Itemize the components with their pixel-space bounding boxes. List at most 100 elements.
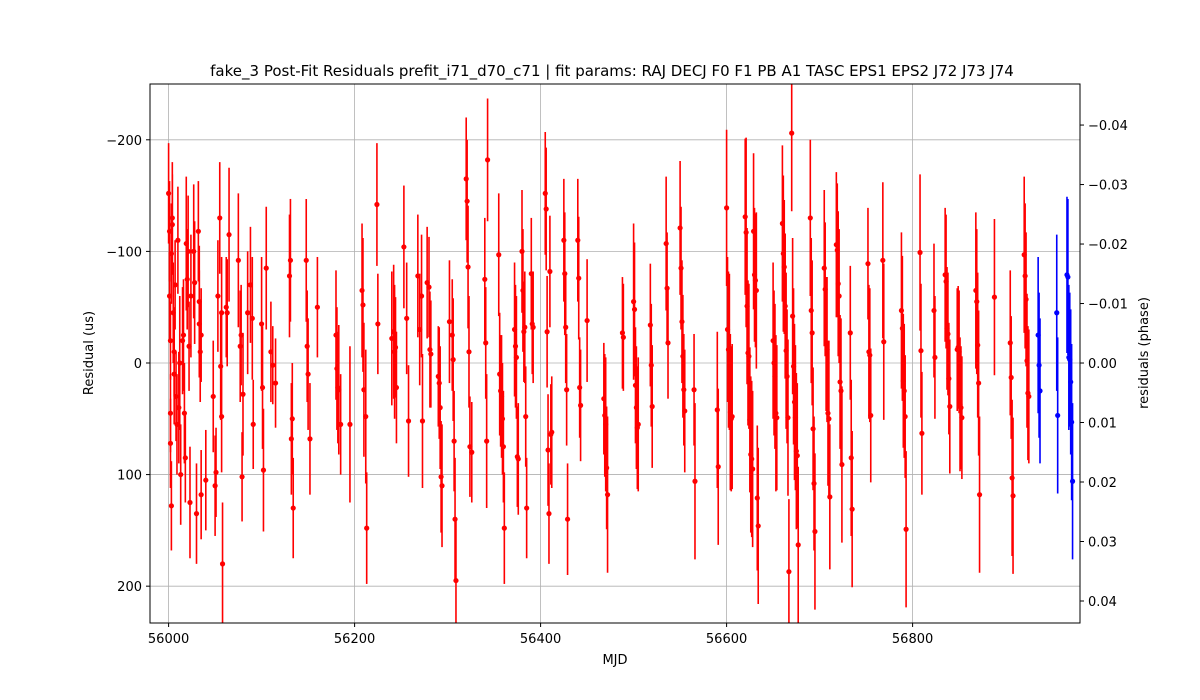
- data-point: [959, 415, 965, 421]
- data-point: [523, 413, 529, 420]
- data-point: [931, 307, 937, 314]
- data-point: [755, 523, 761, 529]
- data-point: [439, 483, 445, 489]
- data-point: [604, 492, 611, 498]
- data-point: [166, 190, 172, 196]
- data-point: [903, 526, 909, 532]
- data-point: [543, 206, 549, 212]
- data-point: [501, 525, 507, 531]
- data-point: [240, 391, 246, 397]
- data-point: [838, 388, 844, 394]
- data-point: [270, 362, 276, 368]
- data-point: [303, 257, 309, 263]
- data-point: [836, 293, 842, 299]
- data-point: [753, 287, 759, 294]
- data-point: [1054, 310, 1060, 316]
- data-point: [259, 384, 266, 391]
- data-point: [945, 331, 951, 337]
- data-point: [374, 201, 380, 208]
- data-point: [1036, 362, 1042, 368]
- gridlines: [150, 84, 1080, 623]
- data-point: [451, 438, 457, 444]
- data-point: [584, 317, 590, 324]
- data-point: [691, 387, 697, 393]
- data-point: [561, 237, 567, 243]
- data-point: [304, 343, 310, 349]
- data-point: [577, 402, 584, 408]
- data-point: [272, 380, 279, 386]
- data-point: [958, 405, 964, 411]
- data-point: [289, 416, 295, 422]
- data-point: [1009, 475, 1015, 481]
- data-point: [546, 511, 552, 517]
- data-point: [521, 329, 527, 335]
- x-tick-label: 56600: [706, 632, 747, 647]
- data-point: [512, 343, 519, 349]
- x-tick-label: 56400: [520, 632, 561, 647]
- data-point: [847, 330, 853, 336]
- data-point: [542, 190, 548, 196]
- data-point: [524, 505, 530, 511]
- data-point: [1008, 374, 1014, 381]
- data-point: [544, 329, 550, 335]
- data-point: [835, 281, 841, 287]
- data-point: [547, 268, 553, 275]
- data-point: [1055, 412, 1061, 419]
- data-point: [746, 353, 752, 359]
- data-point: [223, 304, 229, 310]
- data-point: [446, 319, 453, 325]
- data-point: [212, 483, 218, 489]
- data-point: [437, 405, 443, 411]
- data-point: [1010, 493, 1016, 499]
- data-point: [530, 324, 536, 330]
- data-point: [1068, 379, 1074, 385]
- data-point: [692, 478, 698, 484]
- y-tick-label: 100: [117, 469, 142, 484]
- data-point: [191, 248, 197, 254]
- y-tick-label: 200: [117, 580, 142, 595]
- data-point: [218, 363, 224, 369]
- data-point: [167, 440, 174, 446]
- data-point: [197, 349, 203, 355]
- data-point: [263, 265, 269, 271]
- data-point: [176, 405, 182, 411]
- data-point: [404, 315, 410, 321]
- data-point: [436, 380, 442, 386]
- data-point: [795, 542, 801, 548]
- data-point: [314, 304, 320, 310]
- data-point: [898, 307, 905, 314]
- data-point: [682, 408, 688, 414]
- data-point: [794, 453, 800, 459]
- data-point: [463, 176, 469, 182]
- data-point: [452, 516, 458, 522]
- data-point: [790, 313, 796, 319]
- data-point: [785, 415, 791, 421]
- data-point: [1037, 388, 1043, 394]
- data-point: [426, 284, 432, 290]
- data-point: [976, 492, 983, 498]
- data-point: [809, 330, 815, 336]
- data-point: [173, 393, 179, 400]
- data-point: [193, 511, 200, 517]
- data-point: [219, 413, 225, 420]
- data-point: [515, 456, 521, 462]
- data-point: [192, 280, 198, 286]
- data-point: [880, 257, 886, 263]
- data-point: [453, 577, 459, 584]
- data-point: [188, 293, 194, 299]
- data-point: [749, 456, 755, 462]
- data-point: [307, 436, 313, 442]
- data-point: [821, 265, 827, 271]
- data-point: [418, 293, 425, 299]
- data-point: [260, 467, 267, 473]
- data-point: [237, 343, 243, 349]
- data-point: [664, 285, 670, 291]
- data-point: [482, 276, 488, 282]
- data-point: [484, 438, 490, 444]
- data-point: [226, 232, 232, 238]
- data-point: [784, 373, 790, 379]
- x-tick-label: 56200: [334, 632, 375, 647]
- series-group: [166, 84, 1076, 623]
- data-point: [714, 407, 720, 413]
- y-tick-label: −200: [106, 134, 142, 149]
